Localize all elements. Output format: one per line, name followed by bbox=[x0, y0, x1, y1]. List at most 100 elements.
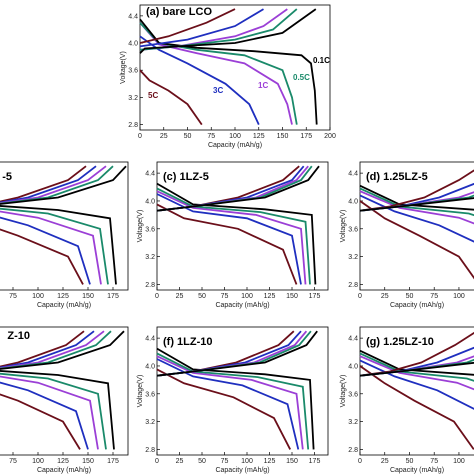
plot-frame bbox=[359, 326, 474, 456]
curve bbox=[359, 197, 474, 212]
panel: 0 25 50 75 100 125 150 175 2.8 3.2 3.6 4.0 4.4 Capaci… bbox=[137, 326, 329, 474]
x-tick-label: 75 bbox=[9, 458, 17, 465]
curve bbox=[0, 207, 109, 285]
x-tick-label: 75 bbox=[221, 458, 229, 465]
x-tick-label: 50 bbox=[198, 293, 206, 300]
x-tick-label: 175 bbox=[107, 293, 119, 300]
y-axis-label: Voltage(V) bbox=[137, 375, 144, 408]
x-tick-label: 75 bbox=[430, 293, 438, 300]
y-axis-label: Voltage(V) bbox=[120, 51, 127, 84]
y-tick-label: 4.4 bbox=[145, 336, 155, 343]
curve bbox=[359, 361, 474, 377]
y-tick-label: 3.6 bbox=[145, 226, 155, 233]
x-tick-label: 200 bbox=[324, 133, 336, 140]
panel-title: (a) bare LCO bbox=[146, 6, 212, 18]
curve bbox=[156, 182, 317, 285]
plot-frame bbox=[0, 161, 129, 291]
panel-title: (g) 1.25LZ-10 bbox=[366, 336, 434, 348]
x-tick-label: 100 bbox=[453, 458, 465, 465]
panel-title: (d) 1.25LZ-5 bbox=[366, 171, 428, 183]
y-tick-label: 3.6 bbox=[348, 226, 358, 233]
curve bbox=[156, 355, 304, 450]
x-tick-label: 0 bbox=[155, 293, 159, 300]
x-tick-label: 75 bbox=[430, 458, 438, 465]
curve-label: 5C bbox=[148, 91, 158, 100]
x-tick-label: 150 bbox=[82, 458, 94, 465]
x-tick-label: 150 bbox=[82, 293, 94, 300]
curve bbox=[0, 330, 105, 370]
x-tick-label: 0 bbox=[155, 458, 159, 465]
panel-title: -5 bbox=[2, 171, 12, 183]
curve bbox=[156, 347, 315, 450]
curve bbox=[359, 184, 474, 211]
x-tick-label: 150 bbox=[286, 293, 298, 300]
curve bbox=[359, 194, 474, 243]
y-axis-label: Voltage(V) bbox=[340, 210, 347, 243]
y-tick-label: 4.4 bbox=[128, 13, 138, 20]
x-tick-label: 100 bbox=[241, 293, 253, 300]
x-tick-label: 125 bbox=[264, 293, 276, 300]
x-tick-label: 175 bbox=[309, 458, 321, 465]
x-tick-label: 25 bbox=[381, 293, 389, 300]
curve bbox=[139, 18, 318, 125]
curve bbox=[359, 359, 474, 410]
curve bbox=[0, 330, 112, 370]
y-tick-label: 3.2 bbox=[128, 95, 138, 102]
y-tick-label: 4.4 bbox=[145, 171, 155, 178]
curve bbox=[0, 205, 117, 285]
y-tick-label: 2.8 bbox=[348, 447, 358, 454]
x-tick-label: 125 bbox=[57, 458, 69, 465]
y-tick-label: 4.0 bbox=[145, 363, 155, 370]
x-axis-label: Capacity (mAh/g) bbox=[215, 302, 269, 309]
panel: 75 100 125 150 175 Capacity (mAh/g) -5 bbox=[0, 161, 129, 309]
y-tick-label: 4.4 bbox=[348, 336, 358, 343]
curve bbox=[156, 368, 291, 450]
curve bbox=[0, 370, 115, 450]
curve bbox=[0, 372, 107, 450]
x-tick-label: 100 bbox=[241, 458, 253, 465]
curve bbox=[0, 375, 99, 450]
curve bbox=[139, 69, 203, 126]
y-axis-label: Voltage(V) bbox=[340, 375, 347, 408]
plot-frame bbox=[156, 161, 329, 291]
y-tick-label: 3.6 bbox=[348, 391, 358, 398]
y-tick-label: 3.6 bbox=[145, 391, 155, 398]
x-tick-label: 100 bbox=[453, 293, 465, 300]
curve bbox=[0, 165, 107, 205]
curve bbox=[156, 187, 311, 285]
y-tick-label: 4.0 bbox=[145, 198, 155, 205]
curve bbox=[156, 190, 307, 285]
curve bbox=[0, 216, 91, 285]
curve bbox=[0, 228, 84, 285]
curve bbox=[156, 352, 310, 450]
x-tick-label: 150 bbox=[286, 458, 298, 465]
x-tick-label: 175 bbox=[300, 133, 312, 140]
curve bbox=[359, 187, 474, 217]
x-tick-label: 175 bbox=[309, 293, 321, 300]
x-tick-label: 175 bbox=[107, 458, 119, 465]
y-tick-label: 2.8 bbox=[128, 122, 138, 129]
curve bbox=[359, 355, 474, 391]
curve bbox=[359, 365, 474, 450]
curve bbox=[359, 349, 474, 376]
x-tick-label: 50 bbox=[406, 458, 414, 465]
curve bbox=[139, 8, 264, 48]
y-tick-label: 2.8 bbox=[145, 282, 155, 289]
y-tick-label: 4.0 bbox=[128, 41, 138, 48]
y-tick-label: 3.6 bbox=[128, 68, 138, 75]
x-tick-label: 0 bbox=[358, 293, 362, 300]
curve bbox=[139, 8, 236, 44]
curve bbox=[359, 200, 474, 280]
x-tick-label: 100 bbox=[229, 133, 241, 140]
curve bbox=[0, 381, 89, 450]
x-tick-label: 125 bbox=[253, 133, 265, 140]
panel: 0 25 50 75 100 125 150 175 2.8 3.2 3.6 4.0 4.4 Capaci… bbox=[137, 161, 329, 309]
curve bbox=[0, 210, 102, 285]
curve bbox=[156, 193, 302, 285]
x-tick-label: 50 bbox=[198, 458, 206, 465]
x-tick-label: 25 bbox=[160, 133, 168, 140]
y-tick-label: 3.2 bbox=[145, 419, 155, 426]
curve bbox=[0, 330, 95, 369]
curve bbox=[156, 203, 298, 285]
